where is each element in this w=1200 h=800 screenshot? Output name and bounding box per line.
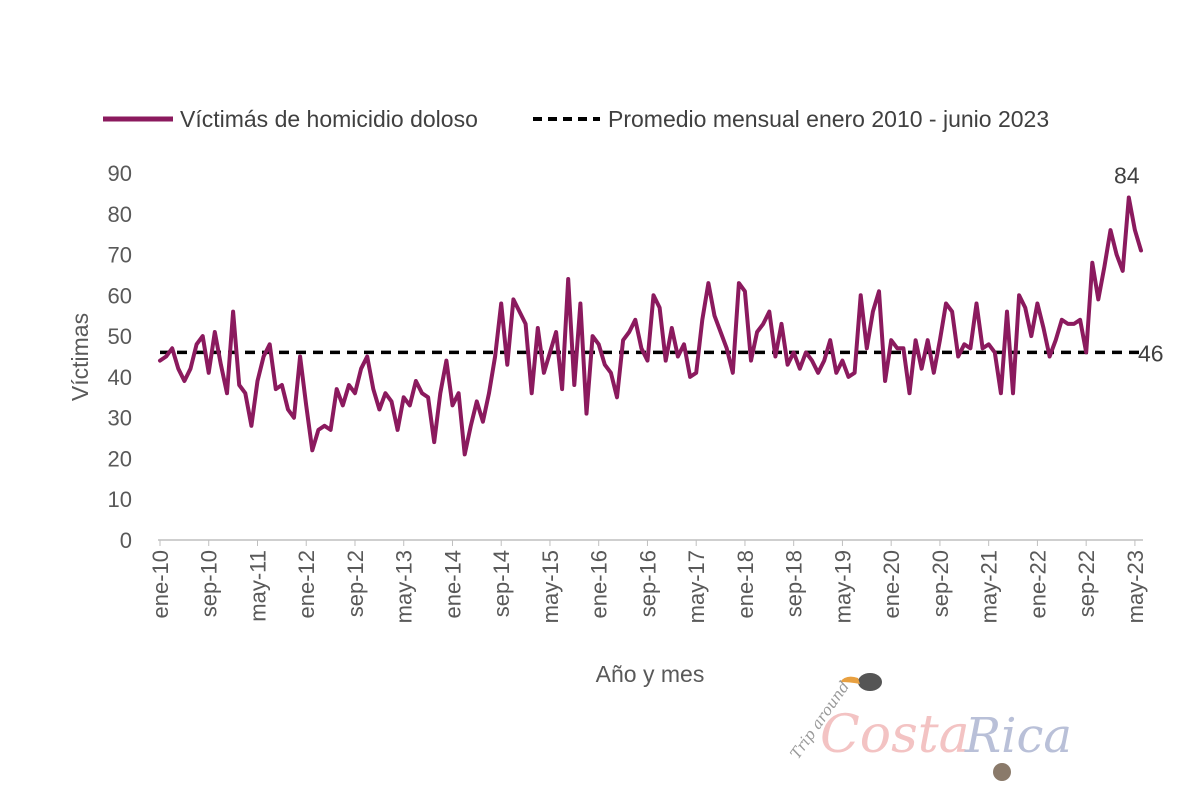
x-tick-label: sep-16 (635, 550, 660, 617)
x-tick-label: ene-22 (1025, 550, 1050, 619)
y-axis-ticks: 0 10 20 30 40 50 60 70 80 90 (108, 161, 132, 553)
x-tick-label: ene-10 (148, 550, 173, 619)
x-tick-label: sep-14 (489, 550, 514, 617)
x-axis-ticks: ene-10 sep-10 may-11 ene-12 sep-12 may-13 ene-… (148, 540, 1148, 623)
x-tick-label: may-11 (245, 550, 270, 622)
toucan-beak-icon (840, 676, 860, 684)
x-tick-label: ene-20 (879, 550, 904, 619)
x-axis-title: Año y mes (596, 661, 705, 687)
x-tick-label: sep-18 (782, 550, 807, 617)
y-tick-label: 0 (120, 528, 132, 553)
y-tick-label: 10 (108, 487, 132, 512)
watermark-word-rica: Rica (964, 708, 1072, 764)
legend-label-victims: Víctimás de homicidio doloso (180, 106, 478, 132)
x-tick-label: may-23 (1123, 550, 1148, 623)
victims-series-line (158, 195, 1143, 457)
x-tick-label: ene-12 (294, 550, 319, 619)
x-tick-label: sep-20 (928, 550, 953, 617)
x-tick-label: sep-12 (343, 550, 368, 617)
sloth-icon (993, 763, 1011, 781)
y-tick-label: 60 (108, 283, 132, 308)
y-tick-label: 20 (108, 446, 132, 471)
x-tick-label: ene-18 (733, 550, 758, 619)
x-tick-label: sep-22 (1074, 550, 1099, 617)
legend: Víctimás de homicidio doloso Promedio me… (103, 106, 1049, 132)
x-tick-label: ene-16 (587, 550, 612, 619)
x-tick-label: may-17 (684, 550, 709, 623)
x-tick-label: may-13 (392, 550, 417, 623)
data-label-average: 46 (1138, 340, 1164, 366)
y-tick-label: 90 (108, 161, 132, 186)
y-tick-label: 80 (108, 202, 132, 227)
y-tick-label: 50 (108, 324, 132, 349)
y-tick-label: 30 (108, 406, 132, 431)
costa-rica-watermark-logo: Trip around Costa Rica (787, 673, 1072, 781)
y-tick-label: 70 (108, 243, 132, 268)
x-tick-label: ene-14 (440, 550, 465, 619)
x-tick-label: may-15 (538, 550, 563, 623)
data-label-max: 84 (1114, 162, 1140, 188)
legend-label-average: Promedio mensual enero 2010 - junio 2023 (608, 106, 1049, 132)
x-tick-label: may-21 (977, 550, 1002, 623)
watermark-word-costa: Costa (820, 705, 970, 765)
toucan-icon (858, 673, 882, 691)
y-tick-label: 40 (108, 365, 132, 390)
y-axis-title: Víctimas (67, 313, 93, 401)
x-tick-label: sep-10 (197, 550, 222, 617)
x-tick-label: may-19 (830, 550, 855, 623)
